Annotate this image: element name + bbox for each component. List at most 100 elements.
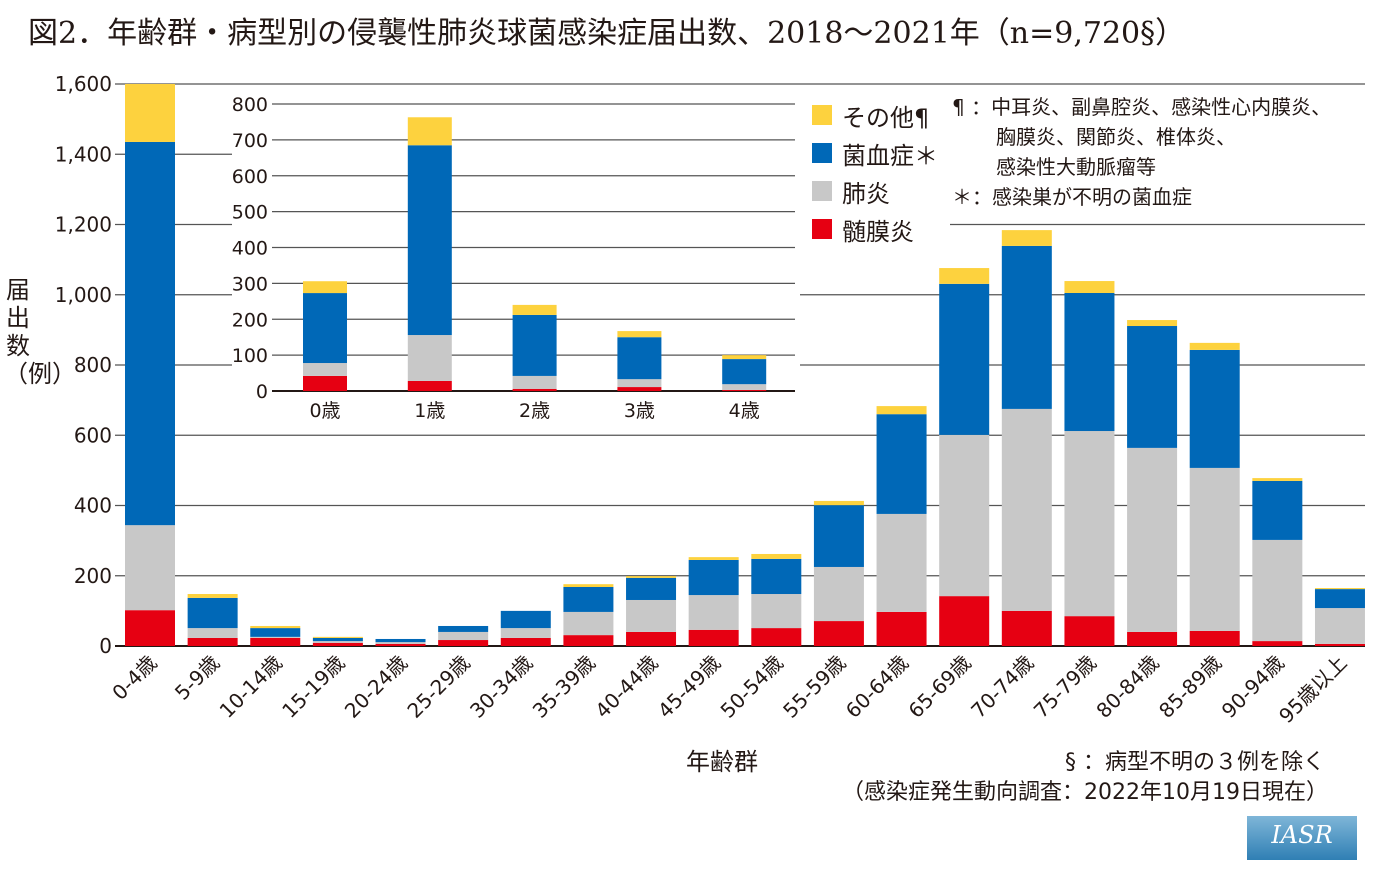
bar-segment — [1001, 408, 1052, 611]
bar-segment — [312, 642, 363, 646]
figure-title: 図2．年齢群・病型別の侵襲性肺炎球菌感染症届出数、2018〜2021年（n=9,… — [28, 16, 1186, 51]
bar-segment — [407, 335, 452, 381]
bar-segment — [500, 628, 551, 638]
bar-segment — [375, 642, 426, 644]
bar-segment — [813, 500, 864, 506]
bar-segment — [438, 631, 489, 641]
legend-item-other: その他¶ — [812, 96, 938, 134]
bar-segment — [626, 576, 677, 578]
x-tick-label: 50-54歳 — [716, 651, 788, 723]
footnote-pilcrow-1: ¶ ：中耳炎、副鼻腔炎、感染性心内膜炎、 — [952, 95, 1332, 119]
legend-swatch — [812, 219, 832, 239]
bar-segment — [512, 375, 557, 389]
x-tick-label: 45-49歳 — [653, 651, 725, 723]
bar-segment — [617, 379, 662, 388]
bar-segment — [617, 337, 662, 380]
bar-segment — [303, 281, 347, 294]
y-tick-label: 600 — [74, 423, 112, 447]
x-tick-label: 15-19歳 — [277, 651, 349, 723]
bar-segment — [876, 414, 927, 514]
bar-segment — [1314, 608, 1365, 644]
legend-label: 菌血症＊ — [842, 141, 938, 170]
y-tick-label: 1,200 — [55, 213, 112, 237]
y-axis-label: 届出数（例） — [4, 276, 76, 388]
bar-segment — [1314, 643, 1365, 646]
bar-segment — [617, 331, 662, 338]
bar-segment — [1252, 641, 1303, 646]
bar-segment — [1001, 230, 1052, 246]
footnote-pilcrow-3: 感染性大動脈瘤等 — [996, 155, 1156, 179]
bar-segment — [407, 145, 452, 336]
x-tick-label: 5-9歳 — [170, 651, 224, 705]
x-tick-label: 25-29歳 — [402, 651, 474, 723]
legend-item-meningitis: 髄膜炎 — [812, 210, 938, 248]
y-tick-label: 800 — [74, 353, 112, 377]
bar-segment — [125, 141, 175, 526]
bar-segment — [722, 355, 767, 360]
footnote-asterisk: ＊：感染巣が不明の菌血症 — [952, 185, 1192, 209]
bar-segment — [751, 553, 802, 559]
bar-segment — [375, 643, 426, 646]
x-tick-label: 0歳 — [309, 400, 340, 422]
y-tick-label: 100 — [232, 345, 268, 367]
x-tick-label: 1歳 — [414, 400, 445, 422]
bar-segment — [1189, 630, 1240, 646]
x-axis-label: 年齢群 — [686, 748, 758, 776]
bar-segment — [939, 283, 990, 435]
bar-segment — [303, 363, 347, 376]
bar-segment — [751, 594, 802, 629]
bar-segment — [563, 586, 614, 612]
bar-segment — [500, 637, 551, 646]
x-tick-label: 95歳以上 — [1274, 651, 1351, 728]
y-tick-label: 600 — [232, 166, 268, 188]
x-tick-label: 10-14歳 — [215, 651, 287, 723]
y-tick-label: 0 — [99, 634, 112, 658]
bar-segment — [1001, 610, 1052, 646]
bar-segment — [939, 434, 990, 597]
bar-segment — [751, 558, 802, 595]
bar-segment — [939, 268, 990, 284]
bar-segment — [1127, 326, 1178, 448]
bar-segment — [617, 387, 662, 391]
iasr-logo: IASR — [1247, 816, 1357, 860]
y-tick-label: 800 — [232, 94, 268, 116]
bar-segment — [813, 505, 864, 567]
bar-segment — [250, 636, 301, 638]
footnote-pilcrow-2: 胸膜炎、関節炎、椎体炎、 — [996, 125, 1236, 149]
bar-segment — [512, 388, 557, 391]
bar-segment — [125, 525, 175, 611]
bar-segment — [312, 641, 363, 643]
bar-segment — [512, 314, 557, 376]
bar-segment — [303, 375, 347, 391]
y-tick-label: 700 — [232, 130, 268, 152]
bar-segment — [187, 637, 238, 646]
y-tick-label: 500 — [232, 202, 268, 224]
legend-background — [800, 92, 1370, 204]
bar-segment — [813, 566, 864, 622]
x-tick-label: 30-34歳 — [465, 651, 537, 723]
bar-segment — [1314, 589, 1365, 609]
bar-segment — [1001, 245, 1052, 409]
bar-segment — [1189, 467, 1240, 631]
x-tick-label: 20-24歳 — [340, 651, 412, 723]
bar-segment — [813, 621, 864, 646]
x-tick-label: 35-39歳 — [528, 651, 600, 723]
bar-segment — [187, 628, 238, 638]
bar-segment — [563, 635, 614, 646]
source-note: （感染症発生動向調査：2022年10月19日現在） — [842, 780, 1328, 805]
x-tick-label: 65-69歳 — [904, 651, 976, 723]
bar-segment — [1127, 447, 1178, 632]
bar-segment — [1314, 588, 1365, 590]
y-tick-label: 200 — [74, 564, 112, 588]
x-tick-label: 40-44歳 — [590, 651, 662, 723]
bar-segment — [1064, 281, 1115, 293]
x-tick-label: 75-79歳 — [1029, 651, 1101, 723]
bar-segment — [688, 629, 739, 646]
bar-segment — [688, 595, 739, 630]
bar-segment — [1064, 431, 1115, 617]
bar-segment — [688, 557, 739, 560]
bar-segment — [1064, 616, 1115, 646]
bar-segment — [1252, 480, 1303, 540]
bar-segment — [1127, 320, 1178, 327]
